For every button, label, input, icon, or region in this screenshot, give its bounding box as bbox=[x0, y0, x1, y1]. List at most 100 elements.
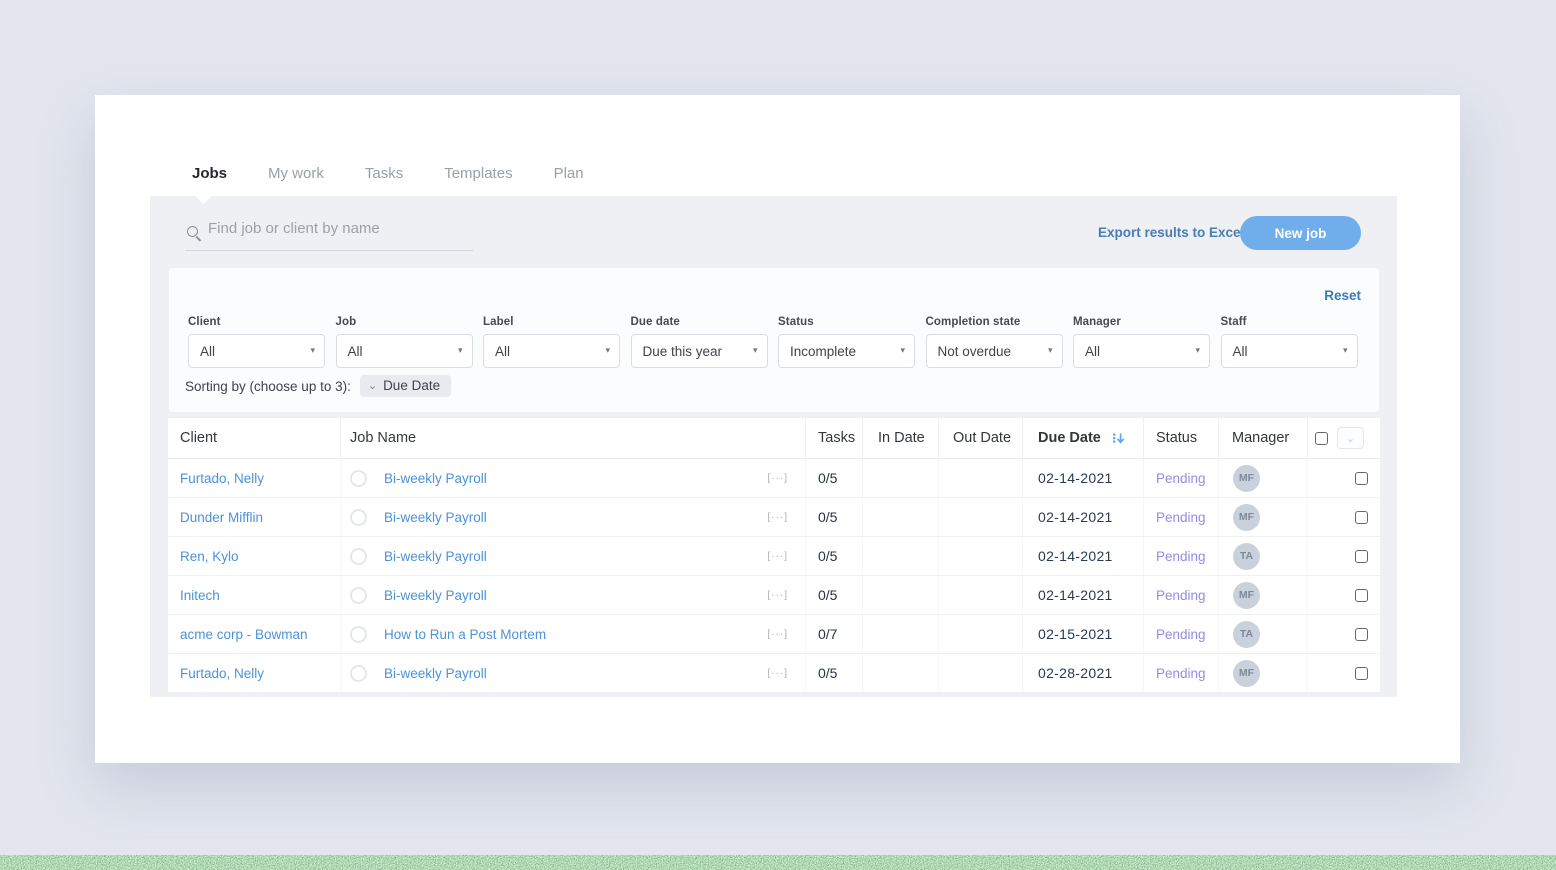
filter-client-select[interactable]: All ▾ bbox=[188, 334, 325, 368]
column-header-in-date[interactable]: In Date bbox=[862, 418, 938, 458]
filter-value: All bbox=[347, 343, 363, 359]
filter-manager-select[interactable]: All ▾ bbox=[1073, 334, 1210, 368]
filter-label: Due date bbox=[630, 316, 680, 328]
filter-due-date-select[interactable]: Due this year ▾ bbox=[630, 334, 768, 368]
due-date-cell: 02-14-2021 bbox=[1022, 498, 1143, 536]
out-date-cell bbox=[938, 498, 1022, 536]
client-link[interactable]: Furtado, Nelly bbox=[180, 665, 265, 681]
in-date-cell bbox=[862, 459, 938, 497]
client-link[interactable]: Dunder Mifflin bbox=[180, 509, 264, 525]
filter-due-date: Due date Due this year ▾ bbox=[630, 316, 768, 368]
manager-avatar[interactable]: TA bbox=[1233, 542, 1260, 570]
job-status-circle-icon[interactable] bbox=[350, 625, 367, 643]
column-header-tasks[interactable]: Tasks bbox=[805, 418, 862, 458]
comments-icon: [···] bbox=[767, 667, 788, 679]
row-checkbox[interactable] bbox=[1355, 666, 1368, 680]
client-link[interactable]: Ren, Kylo bbox=[180, 548, 239, 564]
out-date-cell bbox=[938, 576, 1022, 614]
due-date-header-label: Due Date bbox=[1038, 430, 1101, 446]
caret-down-icon: ▾ bbox=[457, 345, 463, 356]
in-date-cell bbox=[862, 615, 938, 653]
status-badge: Pending bbox=[1156, 626, 1206, 642]
filter-staff: Staff All ▾ bbox=[1220, 316, 1358, 368]
filter-label: Status bbox=[778, 316, 814, 328]
filter-label: Staff bbox=[1220, 316, 1247, 328]
select-all-checkbox[interactable] bbox=[1315, 431, 1328, 445]
manager-avatar[interactable]: MF bbox=[1233, 464, 1260, 492]
due-date-cell: 02-15-2021 bbox=[1022, 615, 1143, 653]
job-link[interactable]: Bi-weekly Payroll bbox=[384, 548, 487, 564]
job-status-circle-icon[interactable] bbox=[350, 469, 367, 487]
row-checkbox[interactable] bbox=[1355, 588, 1368, 602]
column-header-due-date[interactable]: Due Date bbox=[1022, 418, 1143, 458]
caret-down-icon: ▾ bbox=[310, 345, 315, 356]
new-job-button[interactable]: New job bbox=[1240, 216, 1361, 250]
column-header-out-date[interactable]: Out Date bbox=[938, 418, 1022, 458]
tab-jobs[interactable]: Jobs bbox=[192, 165, 228, 182]
row-checkbox[interactable] bbox=[1355, 549, 1368, 563]
row-checkbox[interactable] bbox=[1355, 510, 1368, 524]
out-date-cell bbox=[938, 615, 1022, 653]
tab-plan[interactable]: Plan bbox=[553, 165, 584, 182]
tab-my-work[interactable]: My work bbox=[268, 165, 324, 182]
due-date-cell: 02-28-2021 bbox=[1022, 654, 1143, 692]
row-checkbox[interactable] bbox=[1355, 627, 1368, 641]
header-select-cell: ⌄ bbox=[1307, 418, 1380, 458]
manager-avatar[interactable]: MF bbox=[1233, 503, 1260, 531]
job-link[interactable]: Bi-weekly Payroll bbox=[384, 470, 487, 486]
job-link[interactable]: Bi-weekly Payroll bbox=[384, 587, 487, 603]
job-status-circle-icon[interactable] bbox=[350, 664, 367, 682]
status-badge: Pending bbox=[1156, 548, 1206, 564]
job-link[interactable]: How to Run a Post Mortem bbox=[384, 626, 547, 642]
manager-avatar[interactable]: TA bbox=[1233, 620, 1260, 648]
job-status-circle-icon[interactable] bbox=[350, 547, 367, 565]
bottom-noise-strip bbox=[0, 855, 1556, 870]
client-link[interactable]: Furtado, Nelly bbox=[180, 470, 265, 486]
sorting-label: Sorting by (choose up to 3): bbox=[185, 378, 351, 394]
comments-icon: [···] bbox=[767, 628, 788, 640]
filter-status-select[interactable]: Incomplete ▾ bbox=[778, 334, 915, 368]
filter-client: Client All ▾ bbox=[188, 316, 325, 368]
jobs-table: Client Job Name Tasks In Date Out Date D… bbox=[168, 418, 1380, 693]
reset-filters-link[interactable]: Reset bbox=[1324, 288, 1361, 303]
column-header-job-name[interactable]: Job Name bbox=[340, 418, 805, 458]
client-link[interactable]: Initech bbox=[180, 587, 220, 603]
status-badge: Pending bbox=[1156, 587, 1206, 603]
filter-completion-state-select[interactable]: Not overdue ▾ bbox=[925, 334, 1063, 368]
bulk-actions-button[interactable]: ⌄ bbox=[1337, 427, 1364, 449]
out-date-cell bbox=[938, 459, 1022, 497]
column-header-manager[interactable]: Manager bbox=[1218, 418, 1307, 458]
filter-value: All bbox=[1232, 343, 1248, 359]
sorting-row: Sorting by (choose up to 3): ⌄ Due Date bbox=[185, 375, 452, 397]
filter-staff-select[interactable]: All ▾ bbox=[1220, 334, 1358, 368]
in-date-cell bbox=[862, 498, 938, 536]
sort-descending-icon[interactable] bbox=[1110, 430, 1126, 446]
client-link[interactable]: acme corp - Bowman bbox=[180, 626, 308, 642]
table-row: Dunder Mifflin Bi-weekly Payroll [···] 0… bbox=[168, 498, 1380, 537]
tasks-cell: 0/5 bbox=[805, 498, 862, 536]
row-checkbox[interactable] bbox=[1355, 471, 1368, 485]
export-to-excel-link[interactable]: Export results to Excel bbox=[1098, 225, 1245, 240]
table-row: Furtado, Nelly Bi-weekly Payroll [···] 0… bbox=[168, 459, 1380, 498]
job-link[interactable]: Bi-weekly Payroll bbox=[384, 509, 487, 525]
column-header-client[interactable]: Client bbox=[180, 430, 218, 446]
search-input[interactable] bbox=[208, 220, 478, 237]
column-header-status[interactable]: Status bbox=[1143, 418, 1218, 458]
filter-job-select[interactable]: All ▾ bbox=[335, 334, 473, 368]
filter-row: Client All ▾ Job All ▾ Label bbox=[188, 316, 1358, 368]
job-status-circle-icon[interactable] bbox=[350, 508, 367, 526]
filter-label: Manager bbox=[1073, 316, 1121, 328]
manager-avatar[interactable]: MF bbox=[1233, 659, 1260, 687]
tab-tasks[interactable]: Tasks bbox=[364, 165, 404, 182]
comments-icon: [···] bbox=[767, 511, 788, 523]
job-link[interactable]: Bi-weekly Payroll bbox=[384, 665, 487, 681]
table-row: Initech Bi-weekly Payroll [···] 0/5 02-1… bbox=[168, 576, 1380, 615]
sorting-chip-due-date[interactable]: ⌄ Due Date bbox=[359, 375, 452, 397]
manager-avatar[interactable]: MF bbox=[1233, 581, 1260, 609]
filter-label-select[interactable]: All ▾ bbox=[483, 334, 620, 368]
tab-templates[interactable]: Templates bbox=[444, 165, 513, 182]
filter-label: Label bbox=[483, 316, 514, 328]
filter-panel: Reset Client All ▾ Job All ▾ bbox=[169, 268, 1379, 412]
in-date-cell bbox=[862, 537, 938, 575]
job-status-circle-icon[interactable] bbox=[350, 586, 367, 604]
